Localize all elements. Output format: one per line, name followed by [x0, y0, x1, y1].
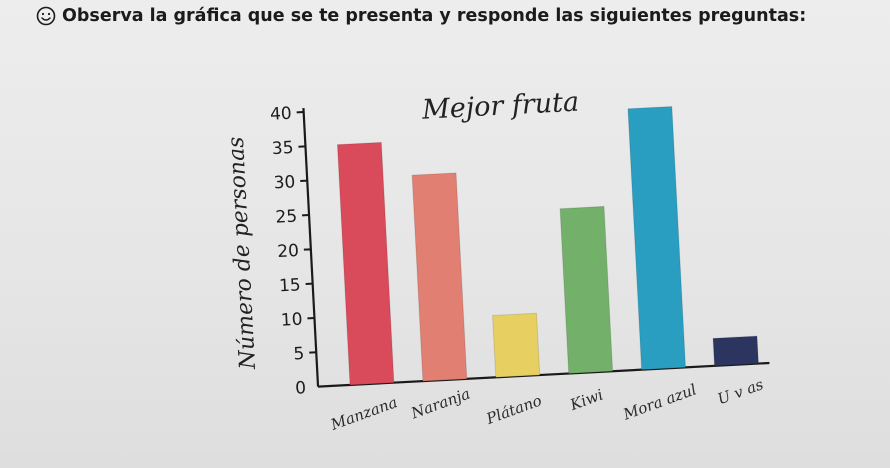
y-axis-label: Número de personas: [224, 136, 261, 371]
x-category-label: Mora azul: [620, 380, 699, 424]
y-ticks: 0 5 10 15 20 25 30 35 40: [270, 104, 317, 399]
bar-pl-tano: [492, 312, 541, 378]
x-category-label: Naranja: [408, 384, 473, 422]
bar-mora-azul: [627, 105, 687, 371]
y-axis-line: [302, 107, 320, 387]
x-category-label: Kiwi: [567, 386, 606, 415]
y-tick-label: 40: [270, 104, 293, 125]
x-category-label: Plátano: [483, 391, 544, 428]
smiley-icon: [36, 6, 56, 26]
bar-u-v-as: [712, 335, 759, 367]
y-tick-label: 25: [275, 207, 298, 228]
x-category-label: Manzana: [327, 393, 399, 434]
y-tick-label: 5: [293, 344, 305, 365]
x-category-label: U v as: [715, 375, 766, 408]
y-tick-label: 0: [295, 378, 307, 399]
bars: [336, 105, 759, 386]
instruction-text: Observa la gráfica que se te presenta y …: [62, 6, 807, 26]
y-tick-label: 35: [271, 138, 294, 159]
chart-title: Mejor fruta: [420, 87, 579, 126]
y-tick-label: 30: [273, 172, 296, 193]
bar-kiwi: [559, 205, 614, 375]
y-tick-label: 10: [280, 310, 303, 331]
bar-naranja: [411, 172, 468, 382]
y-tick-label: 15: [279, 275, 302, 296]
bar-manzana: [336, 141, 395, 386]
instruction-line: Observa la gráfica que se te presenta y …: [36, 6, 806, 26]
y-tick-label: 20: [277, 241, 300, 262]
